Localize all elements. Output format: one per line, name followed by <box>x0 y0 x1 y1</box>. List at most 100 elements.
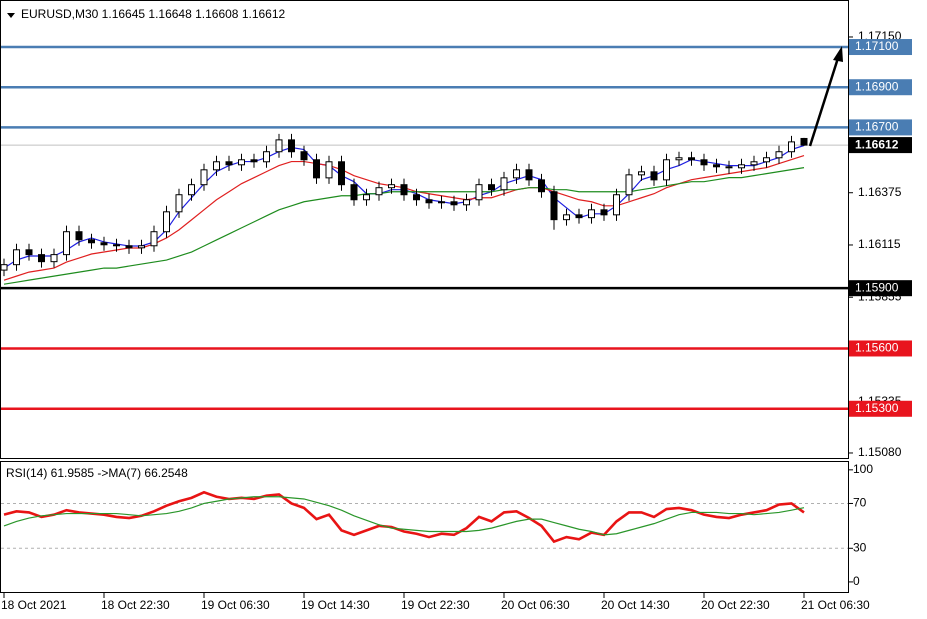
level-label: 1.17100 <box>855 39 899 53</box>
candle-body <box>413 194 420 201</box>
candle-body <box>713 164 720 168</box>
candle-body <box>13 249 20 266</box>
candle-body <box>138 245 145 249</box>
candle-body <box>575 214 583 219</box>
candle-body <box>663 159 670 181</box>
y-tick-label: 1.16115 <box>858 237 901 251</box>
candle-body <box>113 244 120 247</box>
level-label-box <box>849 280 912 297</box>
candle-body <box>363 194 370 201</box>
x-tick-label: 20 Oct 22:30 <box>701 598 770 612</box>
candle-body <box>338 161 345 186</box>
current-price-label: 1.16612 <box>855 137 899 151</box>
candle-body <box>438 201 445 204</box>
candle-body <box>0 264 8 271</box>
candle-body <box>350 184 358 201</box>
x-tick-label: 20 Oct 06:30 <box>501 598 570 612</box>
candle-body <box>600 209 608 216</box>
candle-body <box>650 171 658 181</box>
rsi-title: RSI(14) 61.9585 ->MA(7) 66.2548 <box>6 466 188 480</box>
y-tick-label: 100 <box>853 462 873 476</box>
level-label-box <box>849 79 912 96</box>
x-tick-label: 18 Oct 2021 <box>1 598 67 612</box>
candle-body <box>188 184 195 196</box>
series-line <box>3 496 805 536</box>
candle-body <box>263 151 270 163</box>
candle-body <box>25 249 33 256</box>
candle-body <box>613 194 620 216</box>
candle-body <box>375 187 383 196</box>
rsi-panel <box>0 461 849 593</box>
candle-body <box>725 166 733 169</box>
candle-body <box>625 174 633 196</box>
candle-body <box>100 242 108 246</box>
level-label: 1.15600 <box>855 341 899 355</box>
candle-body <box>688 157 695 161</box>
candle-body <box>563 214 570 221</box>
candle-body <box>750 161 758 166</box>
candle-body <box>388 184 395 189</box>
candle-body <box>288 139 295 153</box>
candle-body <box>538 179 545 193</box>
main-panel <box>0 0 849 459</box>
y-tick-label: 0 <box>853 574 860 588</box>
candle-body <box>488 184 495 191</box>
candle-body <box>325 161 333 179</box>
candle-body <box>550 191 558 221</box>
candle-body <box>175 194 183 213</box>
x-tick-label: 18 Oct 22:30 <box>101 598 170 612</box>
candle-body <box>125 245 133 249</box>
candle-body <box>700 159 708 166</box>
candle-body <box>250 159 258 163</box>
x-tick-label: 19 Oct 14:30 <box>301 598 370 612</box>
candle-body <box>63 231 70 256</box>
candle-body <box>425 199 433 204</box>
candle-body <box>800 137 808 146</box>
y-tick-label: 1.16375 <box>858 185 902 199</box>
candle-body <box>475 184 483 201</box>
candle-body <box>75 231 83 241</box>
level-label: 1.16700 <box>855 120 899 134</box>
level-label: 1.16900 <box>855 79 899 93</box>
candle-body <box>775 151 783 159</box>
level-label-box <box>849 119 912 136</box>
candle-body <box>275 139 283 153</box>
candle-body <box>763 157 770 163</box>
candle-body <box>588 209 595 219</box>
candle-body <box>638 171 645 176</box>
candle-body <box>788 141 795 153</box>
candle-body <box>300 151 308 161</box>
candle-body <box>238 159 245 166</box>
candle-body <box>50 254 58 263</box>
y-tick-label: 30 <box>853 540 867 554</box>
candle-body <box>513 169 520 179</box>
arrow-shaft <box>808 57 840 147</box>
series-line <box>3 490 805 544</box>
level-label-box <box>849 400 912 417</box>
x-tick-label: 19 Oct 22:30 <box>401 598 470 612</box>
level-label-box <box>849 39 912 56</box>
candle-body <box>500 177 508 191</box>
arrow-head <box>833 46 843 62</box>
x-tick-label: 19 Oct 06:30 <box>201 598 270 612</box>
candle-body <box>150 231 158 247</box>
candle-body <box>225 161 233 166</box>
candle-body <box>525 169 533 181</box>
menu-triangle <box>7 13 15 18</box>
chart-title: EURUSD,M30 1.16645 1.16648 1.16608 1.166… <box>21 7 286 21</box>
candle-body <box>313 159 320 179</box>
candle-body <box>463 199 470 206</box>
current-price-box <box>849 137 912 154</box>
candle-body <box>38 254 45 263</box>
level-label: 1.15300 <box>855 401 899 415</box>
candle-body <box>675 157 683 161</box>
level-label: 1.15900 <box>855 280 899 294</box>
candle-body <box>88 239 95 244</box>
candle-body <box>400 184 408 196</box>
level-label-box <box>849 340 912 357</box>
candle-body <box>738 164 745 169</box>
candle-body <box>213 161 220 171</box>
x-tick-label: 21 Oct 06:30 <box>801 598 870 612</box>
y-tick-label: 1.15080 <box>858 445 902 459</box>
